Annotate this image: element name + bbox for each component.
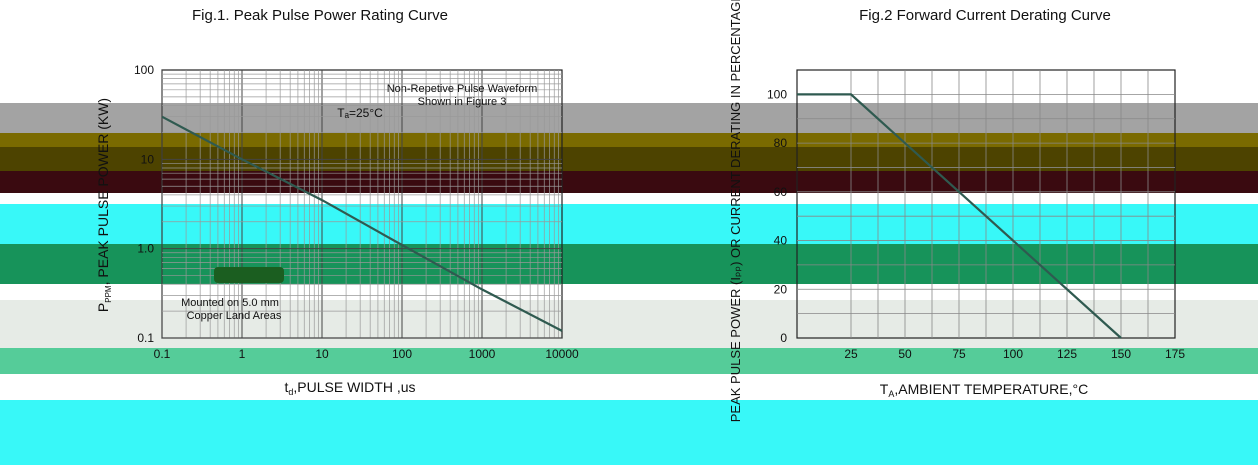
- fig1-x-tick-label: 1000: [469, 347, 496, 361]
- band-seafoam: [0, 348, 1258, 374]
- fig1-annotation-copper: Copper Land Areas: [187, 310, 282, 322]
- fig2-xlabel: TA,AMBIENT TEMPERATURE,°C: [880, 381, 1088, 399]
- fig1-grid: [161, 70, 562, 339]
- band-gray: [0, 103, 1258, 133]
- fig1-x-tick-label: 10: [315, 347, 329, 361]
- fig1-title: Fig.1. Peak Pulse Power Rating Curve: [192, 7, 448, 24]
- fig2-x-tick-label: 50: [898, 347, 912, 361]
- fig2-y-tick-label: 80: [774, 136, 788, 150]
- fig1-ylabel: PPPM, PEAK PULSE POWER (KW): [95, 98, 113, 312]
- fig2-title: Fig.2 Forward Current Derating Curve: [859, 7, 1111, 24]
- fig1-series-line: [161, 115, 563, 332]
- fig1-y-ticks: 0.1 1.0 10 100: [134, 63, 154, 345]
- fig1-annotation-waveform: Non-Repetive Pulse Waveform: [387, 83, 538, 95]
- fig1-xlabel: td,PULSE WIDTH ,us: [284, 379, 415, 397]
- fig2-y-tick-label: 60: [774, 185, 788, 199]
- band-lightgray: [0, 300, 1258, 348]
- fig1-x-tick-label: 1: [239, 347, 246, 361]
- fig1-x-tick-label: 0.1: [154, 347, 171, 361]
- fig2-x-tick-label: 175: [1165, 347, 1185, 361]
- fig2-x-tick-label: 150: [1111, 347, 1131, 361]
- chart-fig1: Fig.1. Peak Pulse Power Rating Curve 0.1…: [95, 7, 579, 397]
- fig1-x-ticks: 0.1 1 10 100 1000 10000: [154, 347, 579, 361]
- fig1-x-tick-label: 10000: [545, 347, 579, 361]
- fig2-y-tick-label: 40: [774, 234, 788, 248]
- fig1-x-tick-label: 100: [392, 347, 412, 361]
- fig2-grid: [797, 70, 1175, 338]
- fig2-x-ticks: 25 50 75 100 125 150 175: [844, 347, 1185, 361]
- fig2-x-tick-label: 75: [952, 347, 966, 361]
- fig2-y-tick-label: 100: [767, 87, 787, 101]
- band-cyan-lower: [0, 400, 1258, 465]
- fig1-y-tick-label: 100: [134, 63, 154, 77]
- fig2-x-tick-label: 100: [1003, 347, 1023, 361]
- fig2-ylabel: PEAK PULSE POWER (Iₚₚ) OR CURRENT DERATI…: [728, 0, 743, 422]
- fig1-y-tick-label: 0.1: [137, 331, 154, 345]
- band-green: [0, 244, 1258, 284]
- fig2-y-tick-label: 0: [780, 331, 787, 345]
- fig2-x-tick-label: 25: [844, 347, 858, 361]
- fig1-annotation-mounted: Mounted on 5.0 mm: [181, 297, 279, 309]
- fig1-y-tick-label: 10: [141, 152, 155, 166]
- fig1-annotation-figure3: Shown in Figure 3: [418, 96, 507, 108]
- fig2-x-tick-label: 125: [1057, 347, 1077, 361]
- fig2-series-line: [797, 93, 1122, 339]
- fig1-annotation-temp: Tₐ=25°C: [337, 106, 383, 120]
- fig1-package-icon: [214, 267, 284, 283]
- fig2-y-ticks: 0 20 40 60 80 100: [767, 87, 787, 345]
- fig2-y-tick-label: 20: [774, 282, 788, 296]
- fig1-y-tick-label: 1.0: [137, 242, 154, 256]
- chart-fig2: Fig.2 Forward Current Derating Curve 0 20…: [728, 0, 1185, 422]
- band-cyan-upper: [0, 204, 1258, 244]
